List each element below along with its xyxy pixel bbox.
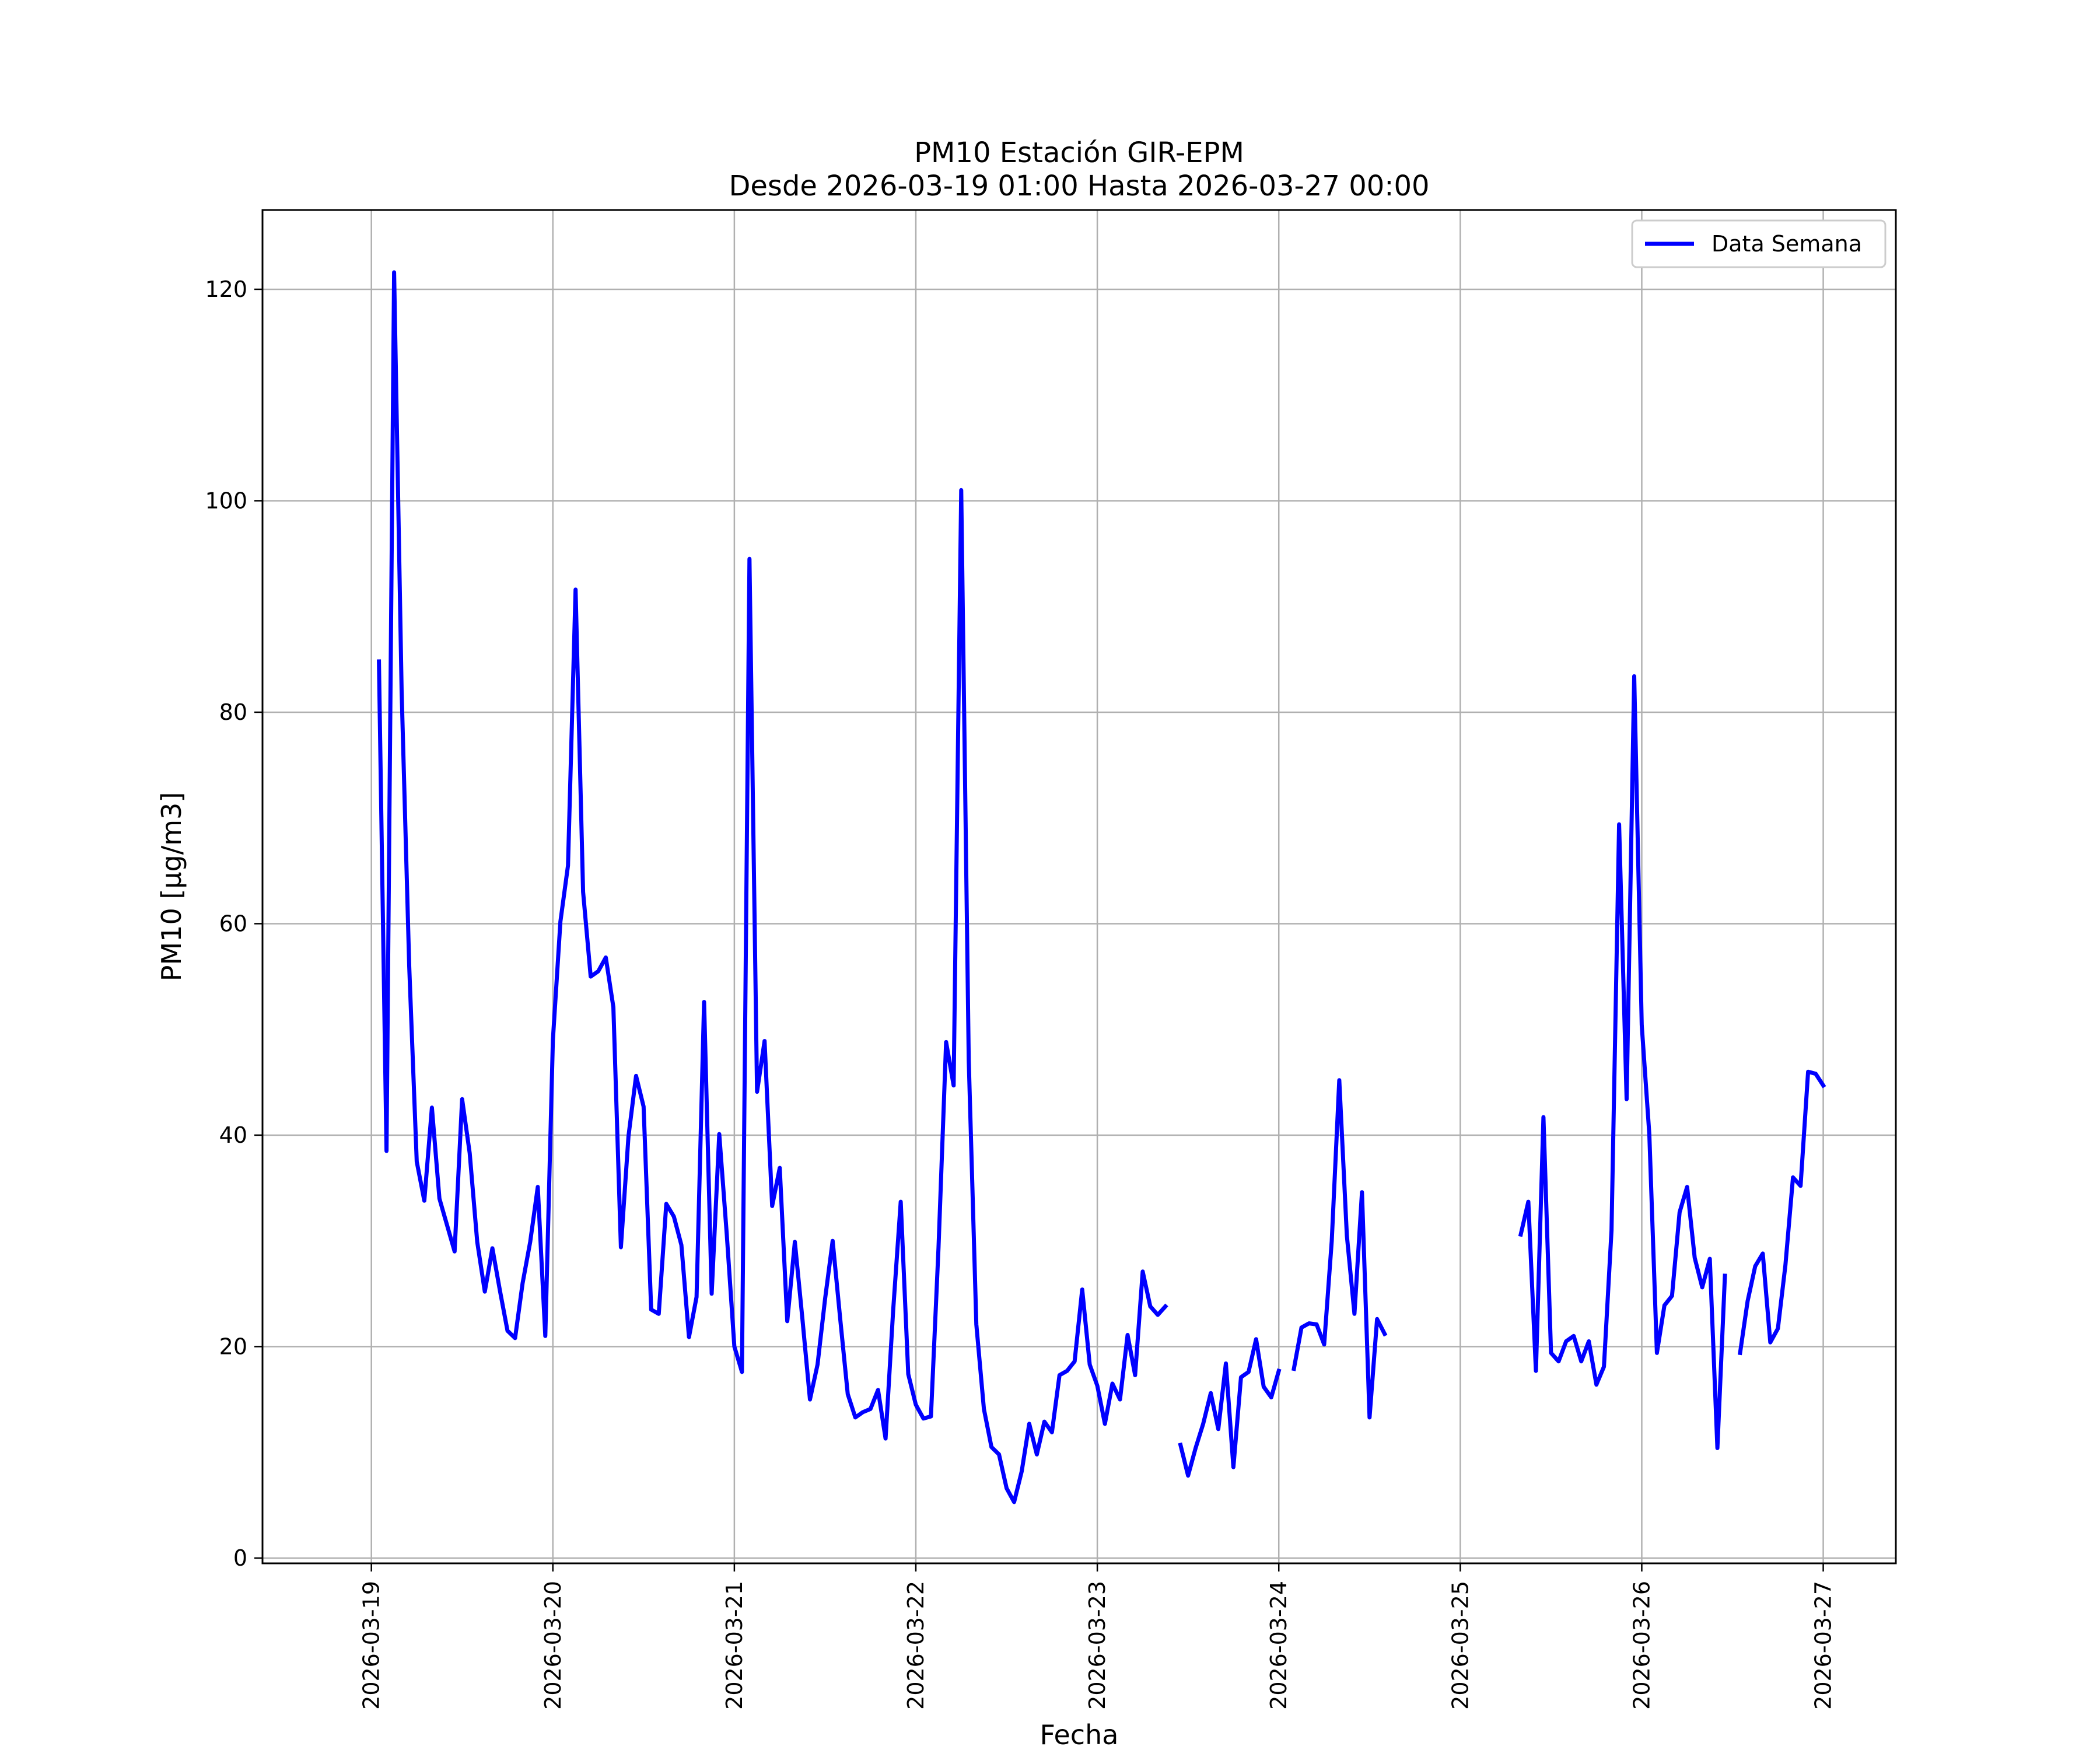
y-tick-label: 60 [219, 911, 247, 936]
legend-box [1631, 219, 1887, 268]
y-tick-label: 80 [219, 699, 247, 725]
y-tick-label: 120 [205, 276, 247, 302]
series-line-segment [1738, 1069, 1826, 1356]
axis-ticks: 2026-03-19 2026-03-20 2026-03-21 2026-03-22… [205, 276, 1836, 1710]
x-tick-label: 2026-03-23 [1084, 1581, 1110, 1710]
chart-subtitle: Desde 2026-03-19 01:00 Hasta 2026-03-27 … [729, 170, 1429, 202]
series-line-segment [377, 270, 1168, 1504]
y-tick-label: 100 [205, 488, 247, 513]
grid-lines [262, 210, 1896, 1563]
x-tick-label: 2026-03-21 [722, 1581, 747, 1710]
legend-label-data-semana: Data Semana [1712, 231, 1862, 257]
legend: Data Semana [1631, 219, 1887, 268]
x-tick-label: 2026-03-22 [903, 1581, 929, 1710]
y-tick-label: 40 [219, 1122, 247, 1148]
chart-title: PM10 Estación GIR-EPM [914, 136, 1244, 169]
series-data-semana [377, 270, 1826, 1504]
x-tick-label: 2026-03-24 [1266, 1581, 1292, 1710]
y-tick-label: 0 [233, 1545, 247, 1571]
x-tick-label: 2026-03-20 [540, 1581, 566, 1710]
x-tick-label: 2026-03-19 [359, 1581, 384, 1710]
x-axis-label: Fecha [1040, 1719, 1119, 1750]
x-tick-label: 2026-03-26 [1629, 1581, 1654, 1710]
y-tick-label: 20 [219, 1334, 247, 1359]
x-tick-label: 2026-03-25 [1447, 1581, 1473, 1710]
series-line-segment [1518, 674, 1727, 1450]
plot-area-frame [261, 209, 1897, 1564]
y-axis-label: PM10 [μg/m3] [156, 792, 187, 982]
x-tick-label: 2026-03-27 [1811, 1581, 1836, 1710]
series-line-segment [1292, 1078, 1388, 1420]
series-line-segment [1178, 1337, 1282, 1478]
